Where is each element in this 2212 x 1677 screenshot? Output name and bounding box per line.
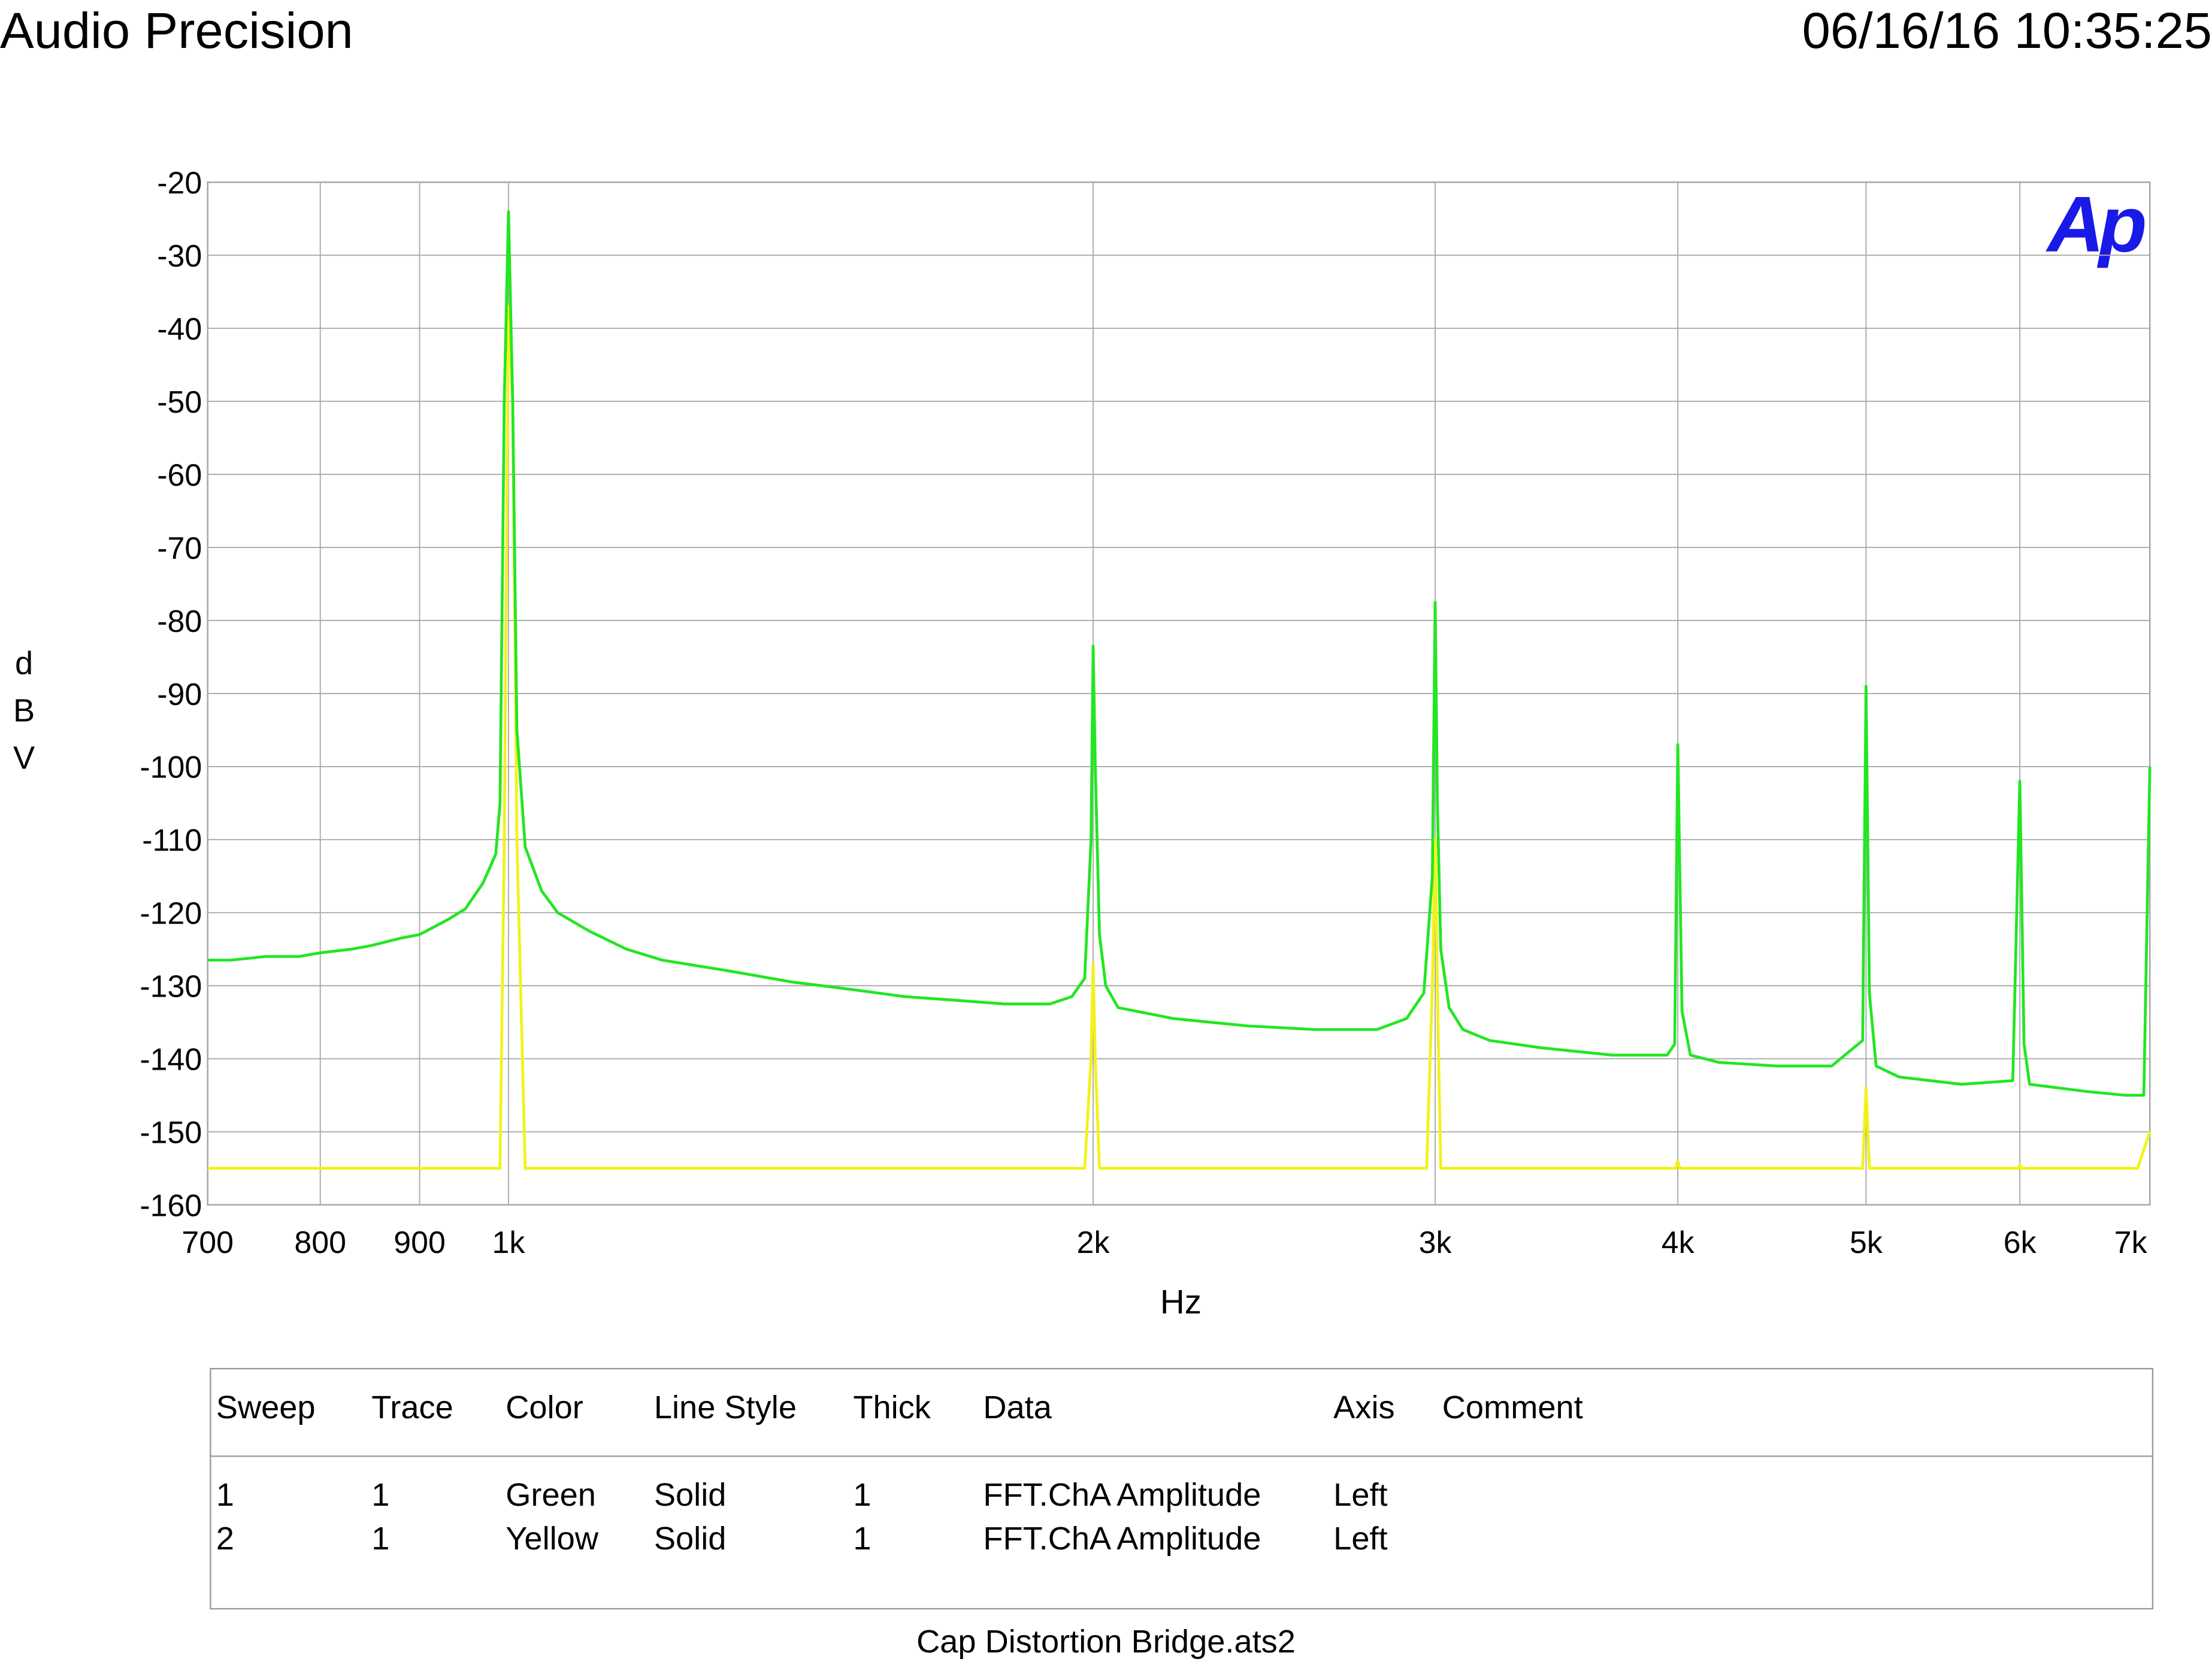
y-tick-label: -70 <box>157 531 202 565</box>
x-tick-label: 5k <box>1850 1225 1883 1260</box>
y-tick-label: -30 <box>157 238 202 273</box>
x-tick-label: 2k <box>1077 1225 1110 1260</box>
table-cell: 1 <box>371 1521 389 1557</box>
y-tick-label: -80 <box>157 604 202 638</box>
x-tick-label: 3k <box>1419 1225 1453 1260</box>
x-tick-label: 7k <box>2114 1225 2148 1260</box>
x-tick-label: 700 <box>181 1225 234 1260</box>
table-header: Comment <box>1442 1390 1583 1425</box>
y-axis-label: dBV <box>6 646 42 788</box>
y-tick-label: -140 <box>140 1042 202 1077</box>
x-tick-label: 800 <box>294 1225 346 1260</box>
table-header: Line Style <box>654 1390 797 1425</box>
x-tick-label: 4k <box>1662 1225 1695 1260</box>
table-cell: 1 <box>853 1521 871 1557</box>
x-tick-label: 900 <box>394 1225 446 1260</box>
y-tick-label: -150 <box>140 1115 202 1150</box>
x-tick-label: 6k <box>2004 1225 2037 1260</box>
y-tick-label: -130 <box>140 969 202 1004</box>
logo: Ap <box>2045 180 2145 268</box>
table-cell: Solid <box>654 1477 727 1513</box>
table-cell: FFT.ChA Amplitude <box>983 1521 1261 1557</box>
app-title: Audio Precision <box>0 2 353 59</box>
legend-table <box>210 1367 2154 1610</box>
table-cell: Green <box>506 1477 596 1513</box>
table-cell: Left <box>1333 1477 1387 1513</box>
y-tick-label: -120 <box>140 896 202 931</box>
table-cell: 1 <box>216 1477 234 1513</box>
table-header: Axis <box>1333 1390 1394 1425</box>
table-cell: 1 <box>853 1477 871 1513</box>
table-cell: Yellow <box>506 1521 599 1557</box>
table-cell: FFT.ChA Amplitude <box>983 1477 1261 1513</box>
table-header: Sweep <box>216 1390 316 1425</box>
table-cell: 2 <box>216 1521 234 1557</box>
table-cell: 1 <box>371 1477 389 1513</box>
y-tick-label: -40 <box>157 311 202 346</box>
y-tick-label: -90 <box>157 677 202 712</box>
table-cell: Left <box>1333 1521 1387 1557</box>
y-tick-label: -110 <box>142 823 202 858</box>
table-header: Trace <box>371 1390 453 1425</box>
y-tick-label: -160 <box>140 1188 202 1222</box>
timestamp: 06/16/16 10:35:25 <box>1802 2 2212 59</box>
table-header: Color <box>506 1390 583 1425</box>
footer: Cap Distortion Bridge.ats2 <box>916 1624 1296 1660</box>
series-line <box>207 210 2152 1097</box>
x-tick-label: 1k <box>492 1225 526 1260</box>
table-cell: Solid <box>654 1521 727 1557</box>
table-header: Data <box>983 1390 1052 1425</box>
table-header: Thick <box>853 1390 931 1425</box>
y-tick-label: -100 <box>140 750 202 785</box>
series-line <box>207 305 2152 1170</box>
y-tick-label: -50 <box>157 385 202 419</box>
y-tick-label: -20 <box>157 165 202 200</box>
y-tick-label: -60 <box>157 458 202 492</box>
x-axis-label: Hz <box>1160 1283 1202 1321</box>
